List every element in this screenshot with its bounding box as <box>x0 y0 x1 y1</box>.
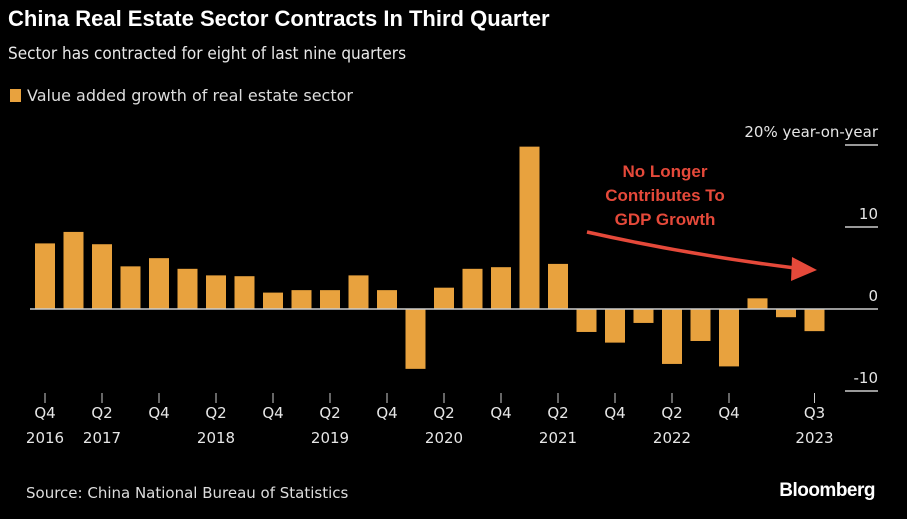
annotation-arrow <box>586 230 796 270</box>
bar <box>434 287 454 309</box>
legend: Value added growth of real estate sector <box>10 86 353 105</box>
y-tick-label: 0 <box>868 287 878 305</box>
x-tick-quarter: Q2 <box>661 404 682 422</box>
bar <box>120 266 141 309</box>
x-tick-year: 2021 <box>539 429 577 447</box>
bar <box>576 309 597 332</box>
bloomberg-logo: Bloomberg <box>779 480 875 501</box>
annotation-line: No Longer <box>622 162 708 181</box>
bar <box>747 298 768 309</box>
x-tick-year: 2019 <box>311 429 349 447</box>
bar <box>92 244 112 309</box>
x-tick-quarter: Q4 <box>148 404 169 422</box>
x-tick-quarter: Q2 <box>547 404 568 422</box>
bar <box>491 267 511 309</box>
bar <box>776 309 796 318</box>
x-tick-year: 2018 <box>197 429 235 447</box>
bar <box>405 309 426 369</box>
bar <box>291 290 312 309</box>
x-tick-quarter: Q4 <box>490 404 511 422</box>
bar <box>149 258 169 309</box>
y-tick-label: 20% year-on-year <box>744 123 878 141</box>
x-tick-year: 2023 <box>795 429 833 447</box>
x-tick-quarter: Q4 <box>718 404 739 422</box>
legend-swatch <box>10 89 21 102</box>
bar <box>35 243 55 309</box>
annotation-line: GDP Growth <box>614 210 716 229</box>
annotation-line: Contributes To <box>605 186 725 205</box>
bar <box>519 146 540 309</box>
bar <box>462 268 483 309</box>
x-tick-year: 2017 <box>83 429 121 447</box>
arrow-head-icon <box>791 257 817 281</box>
source-note: Source: China National Bureau of Statist… <box>26 484 349 502</box>
annotation: No Longer Contributes To GDP Growth <box>590 160 740 232</box>
bar <box>690 309 711 341</box>
x-tick-year: 2016 <box>26 429 64 447</box>
chart-title: China Real Estate Sector Contracts In Th… <box>8 6 550 31</box>
bar <box>177 268 198 309</box>
x-tick-quarter: Q4 <box>376 404 397 422</box>
bar <box>605 309 625 343</box>
bar <box>804 309 825 332</box>
x-tick-quarter: Q2 <box>433 404 454 422</box>
bar <box>63 231 84 309</box>
bar <box>719 309 739 367</box>
bar <box>633 309 654 323</box>
x-tick-quarter: Q2 <box>319 404 340 422</box>
y-tick-label: -10 <box>854 369 879 387</box>
x-tick-quarter: Q4 <box>262 404 283 422</box>
x-tick-quarter: Q3 <box>804 404 825 422</box>
legend-label: Value added growth of real estate sector <box>27 86 353 105</box>
y-tick-label: 10 <box>859 205 878 223</box>
bar <box>377 290 397 309</box>
x-tick-quarter: Q2 <box>205 404 226 422</box>
x-tick-quarter: Q4 <box>604 404 625 422</box>
bar <box>662 309 682 364</box>
bar <box>234 276 255 309</box>
bar <box>320 290 340 309</box>
bar <box>348 275 369 309</box>
x-tick-quarter: Q4 <box>34 404 55 422</box>
x-tick-quarter: Q2 <box>91 404 112 422</box>
bar <box>263 292 283 309</box>
bar <box>548 263 568 309</box>
x-tick-year: 2022 <box>653 429 691 447</box>
bar <box>206 275 226 309</box>
chart-subtitle: Sector has contracted for eight of last … <box>8 44 407 64</box>
x-tick-year: 2020 <box>425 429 463 447</box>
